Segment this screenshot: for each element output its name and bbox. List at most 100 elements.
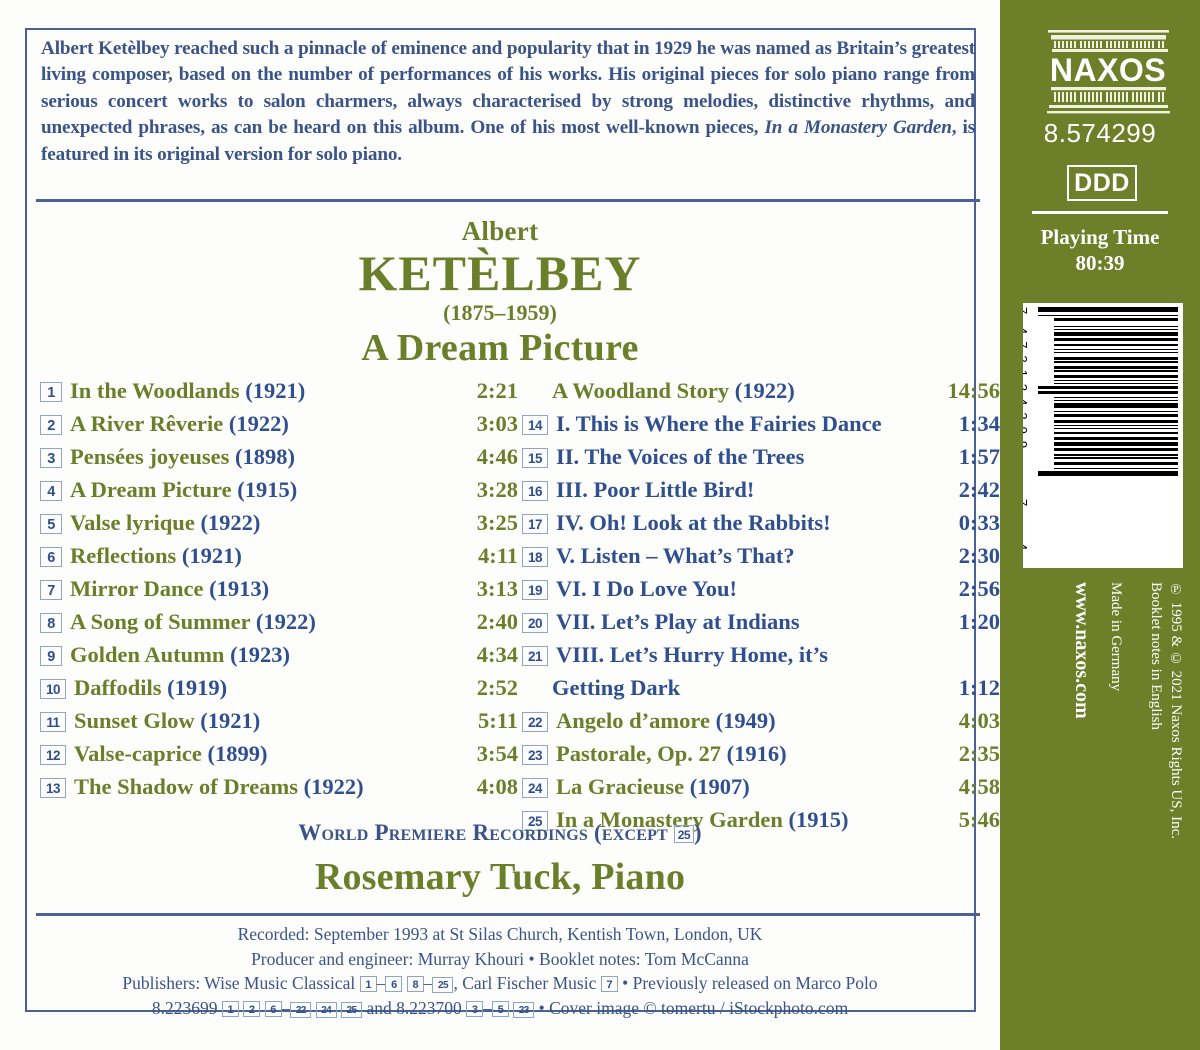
track-year: (1922): [255, 609, 316, 634]
ddd-label: DDD: [1074, 168, 1130, 197]
track-duration: 3:28: [476, 477, 518, 502]
track-duration: 3:03: [476, 411, 518, 436]
track-number-5: 5: [40, 513, 62, 534]
track-title: In the Woodlands (1921): [70, 378, 306, 403]
pub-range1-to: 6: [385, 976, 403, 992]
website-text[interactable]: www.naxos.com: [1071, 582, 1093, 719]
track-row: 1 In the Woodlands (1921) 2:21: [40, 374, 518, 407]
track-title: IV. Oh! Look at the Rabbits!: [556, 510, 831, 535]
track-row: 25 In a Monastery Garden (1915) 5:46: [522, 803, 1000, 836]
track-title: Valse lyrique (1922): [70, 510, 261, 535]
track-number-23: 23: [522, 744, 548, 765]
wpr-suffix: ): [693, 820, 702, 845]
track-row: 2 A River Rêverie (1922) 3:03: [40, 407, 518, 440]
track-number-16: 16: [522, 480, 548, 501]
credit-publishers: Publishers: Wise Music Classical 1–6 8–2…: [0, 971, 1000, 996]
playing-time-label: Playing Time: [1040, 225, 1160, 249]
track-row: 12 Valse-caprice (1899) 3:54: [40, 737, 518, 770]
content-frame: [25, 28, 976, 1012]
track-row: 9 Golden Autumn (1923) 4:34: [40, 638, 518, 671]
track-row: 6 Reflections (1921) 4:11: [40, 539, 518, 572]
track-duration: 3:25: [476, 510, 518, 535]
track-number-18: 18: [522, 546, 548, 567]
track-title: In a Monastery Garden (1915): [556, 807, 849, 832]
track-duration: 4:11: [477, 543, 518, 568]
pub-carl-fischer: , Carl Fischer Music: [453, 973, 601, 993]
blurb-italic-title: In a Monastery Garden: [764, 117, 952, 139]
divider-bottom: [36, 913, 980, 916]
track-title: A Song of Summer (1922): [70, 609, 316, 634]
playing-time: Playing Time 80:39: [1000, 225, 1200, 276]
track-row: 18 V. Listen – What’s That? 2:30: [522, 539, 1000, 572]
track-title: La Gracieuse (1907): [556, 774, 750, 799]
mp-track23: 23: [513, 1001, 535, 1018]
track-year: (1922): [200, 510, 261, 535]
track-number-10: 10: [40, 678, 66, 699]
composer-first-name: Albert: [461, 216, 539, 246]
track-number-3: 3: [40, 447, 62, 468]
track-duration: 2:35: [958, 741, 1000, 766]
track-number-7: 7: [40, 579, 62, 600]
divider-top: [36, 199, 980, 202]
performer-credit: Rosemary Tuck, Piano: [314, 856, 686, 898]
track-number-4: 4: [40, 480, 62, 501]
track-duration: 4:03: [958, 708, 1000, 733]
track-number-21: 21: [522, 645, 548, 666]
track-row: 15 II. The Voices of the Trees 1:57: [522, 440, 1000, 473]
track-title: II. The Voices of the Trees: [556, 444, 805, 469]
track-number-9: 9: [40, 645, 62, 666]
track-row: 5 Valse lyrique (1922) 3:25: [40, 506, 518, 539]
publishers-label: Publishers: Wise Music Classical: [122, 973, 360, 993]
blurb-part1: Albert Ketèlbey reached such a pinnacle …: [41, 38, 975, 139]
track-title: VIII. Let’s Hurry Home, it’s: [556, 642, 829, 667]
pub-range2-to: 25: [432, 977, 454, 993]
track-duration: 4:08: [476, 774, 518, 799]
track-title: Angelo d’amore (1949): [556, 708, 776, 733]
track-duration: 3:54: [476, 741, 518, 766]
track-year: (1923): [230, 642, 291, 667]
barcode-digits-main: 473134299: [1023, 327, 1030, 456]
work-header-row: A Woodland Story (1922) 14:56: [522, 374, 1000, 407]
track-row: 21 VIII. Let’s Hurry Home, it’s: [522, 638, 1000, 671]
pub-track-7: 7: [600, 976, 618, 992]
track-year: (1913): [209, 576, 270, 601]
track-row: 16 III. Poor Little Bird! 2:42: [522, 473, 1000, 506]
track-duration: 2:30: [958, 543, 1000, 568]
track-title: Getting Dark: [552, 675, 681, 700]
track-title: Daffodils (1919): [74, 675, 228, 700]
track-number-1: 1: [40, 381, 62, 402]
track-title: VII. Let’s Play at Indians: [556, 609, 800, 634]
track-column-right: A Woodland Story (1922) 14:56 14 I. This is…: [522, 374, 1000, 836]
track-duration: 4:34: [476, 642, 518, 667]
mp-range2-from: 3: [466, 1000, 484, 1017]
barcode-digit-check: 7: [1023, 499, 1030, 506]
track-number-13: 13: [40, 777, 66, 798]
mp-range2-to: 5: [491, 1000, 509, 1017]
track-year: (1922): [734, 378, 795, 403]
track-year: (1899): [207, 741, 268, 766]
pub-range2-from: 8: [406, 976, 424, 992]
track-duration: 2:52: [476, 675, 518, 700]
naxos-logo: NAXOS: [1046, 28, 1171, 128]
track-title: III. Poor Little Bird!: [556, 477, 755, 502]
credit-recording: Recorded: September 1993 at St Silas Chu…: [237, 924, 763, 944]
track-row: Getting Dark 1:12: [522, 671, 1000, 704]
title-block: Albert KETÈLBEY (1875–1959) A Dream Pict…: [0, 216, 1000, 370]
track-row: 19 VI. I Do Love You! 2:56: [522, 572, 1000, 605]
mp-track24: 24: [315, 1001, 337, 1018]
track-number-24: 24: [522, 777, 548, 798]
barcode-bars: [1028, 306, 1178, 565]
track-duration: 2:21: [476, 378, 518, 403]
track-title: A River Rêverie (1922): [70, 411, 289, 436]
track-year: (1922): [228, 411, 289, 436]
main-panel: Albert Ketèlbey reached such a pinnacle …: [0, 28, 1000, 1018]
mp-dash: –: [281, 997, 291, 1018]
track-title: Reflections (1921): [70, 543, 242, 568]
barcode-digit-lead: 7: [1023, 307, 1030, 314]
barcode: 7 473134299 7 4: [1023, 303, 1183, 568]
track-row: 17 IV. Oh! Look at the Rabbits! 0:33: [522, 506, 1000, 539]
track-duration: 5:11: [477, 708, 518, 733]
mp-catno1: 8.223699: [151, 997, 222, 1018]
track-row: 10 Daffodils (1919) 2:52: [40, 671, 518, 704]
